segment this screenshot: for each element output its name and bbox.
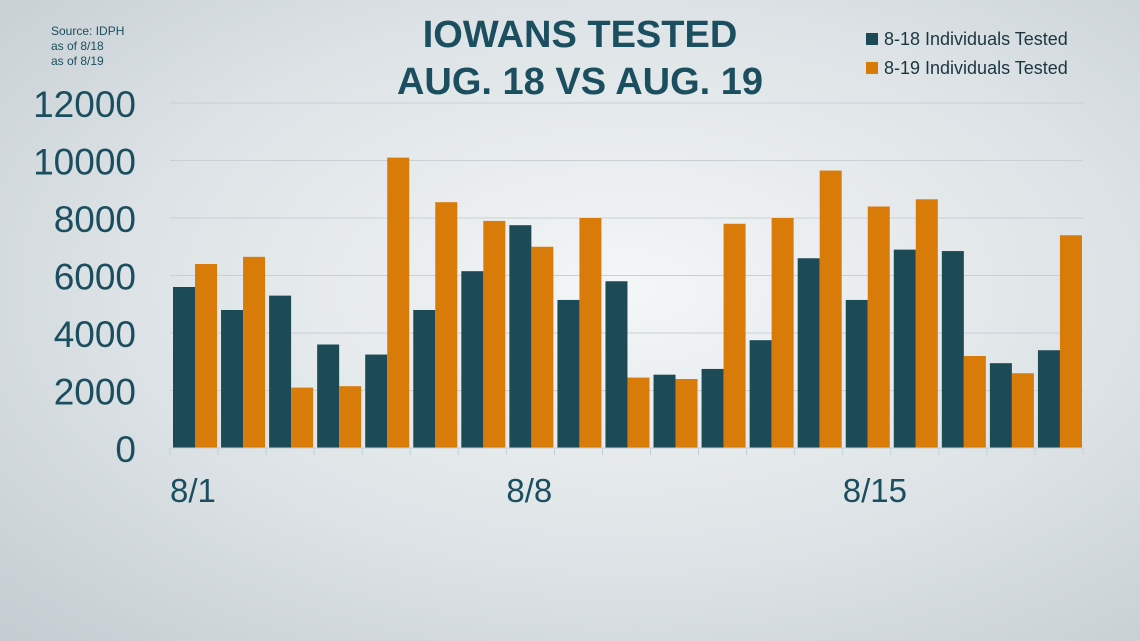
bar-8-19-8-18 — [1011, 373, 1034, 448]
bar-8-19-8-6 — [435, 202, 458, 448]
as-of-line-2: as of 8/19 — [51, 54, 104, 68]
bar-8-18-8-10 — [605, 281, 628, 448]
bar-8-19-8-19 — [1059, 235, 1082, 448]
x-tick-marks — [169, 448, 1084, 455]
bar-8-18-8-6 — [413, 310, 436, 448]
bar-8-18-8-8 — [509, 225, 532, 448]
legend: 8-18 Individuals Tested 8-19 Individuals… — [866, 29, 1068, 78]
bar-8-19-8-15 — [867, 206, 890, 448]
chart-title: IOWANS TESTED AUG. 18 VS AUG. 19 — [397, 14, 763, 103]
bar-8-19-8-14 — [819, 170, 842, 448]
bar-8-18-8-5 — [365, 354, 388, 448]
bar-8-18-8-2 — [221, 310, 244, 448]
bar-8-18-8-13 — [749, 340, 772, 448]
bar-8-19-8-16 — [915, 199, 938, 448]
bar-8-19-8-13 — [771, 218, 794, 448]
bars — [173, 157, 1082, 449]
as-of-line-1: as of 8/18 — [51, 39, 104, 53]
bar-8-18-8-4 — [317, 344, 340, 448]
legend-label-8-19: 8-19 Individuals Tested — [884, 58, 1068, 78]
bar-8-18-8-15 — [845, 299, 868, 448]
bar-8-18-8-11 — [653, 374, 676, 448]
y-tick-label: 2000 — [54, 372, 136, 413]
bar-8-18-8-12 — [701, 368, 724, 448]
bar-8-18-8-14 — [797, 258, 820, 448]
bar-8-19-8-12 — [723, 223, 746, 448]
bar-8-18-8-18 — [989, 363, 1012, 448]
y-tick-label: 12000 — [33, 84, 136, 125]
y-tick-label: 4000 — [54, 314, 136, 355]
bar-8-19-8-8 — [531, 246, 554, 448]
legend-label-8-18: 8-18 Individuals Tested — [884, 29, 1068, 49]
y-axis-labels: 0 2000 4000 6000 8000 10000 12000 — [33, 84, 136, 470]
x-tick-label: 8/1 — [170, 472, 216, 509]
bar-8-19-8-9 — [579, 218, 602, 448]
x-axis-labels: 8/1 8/8 8/15 — [170, 472, 907, 509]
bar-8-19-8-10 — [627, 377, 650, 448]
bar-8-19-8-11 — [675, 379, 698, 448]
bar-8-19-8-2 — [243, 256, 266, 448]
y-tick-label: 0 — [115, 429, 136, 470]
bar-8-18-8-19 — [1037, 350, 1060, 448]
y-tick-label: 8000 — [54, 199, 136, 240]
source-note: Source: IDPH as of 8/18 as of 8/19 — [51, 24, 124, 68]
y-tick-label: 6000 — [54, 257, 136, 298]
bar-8-19-8-4 — [339, 386, 362, 448]
legend-swatch-8-19 — [866, 62, 878, 74]
bar-8-19-8-5 — [387, 157, 410, 449]
chart-title-line-1: IOWANS TESTED — [423, 14, 738, 56]
x-tick-label: 8/8 — [506, 472, 552, 509]
bar-8-19-8-1 — [195, 264, 217, 448]
bar-8-18-8-3 — [269, 295, 292, 449]
bar-8-18-8-17 — [941, 251, 964, 448]
bar-8-18-8-7 — [461, 271, 484, 448]
legend-swatch-8-18 — [866, 33, 878, 45]
bar-8-19-8-17 — [963, 356, 986, 448]
bar-8-19-8-3 — [291, 387, 314, 449]
bar-8-19-8-7 — [483, 220, 506, 449]
x-tick-label: 8/15 — [843, 472, 907, 509]
bar-8-18-8-1 — [173, 287, 195, 448]
source-line: Source: IDPH — [51, 24, 124, 38]
chart-title-line-2: AUG. 18 VS AUG. 19 — [397, 61, 763, 103]
y-tick-label: 10000 — [33, 142, 136, 183]
bar-8-18-8-9 — [557, 299, 580, 448]
bar-8-18-8-16 — [893, 249, 916, 448]
